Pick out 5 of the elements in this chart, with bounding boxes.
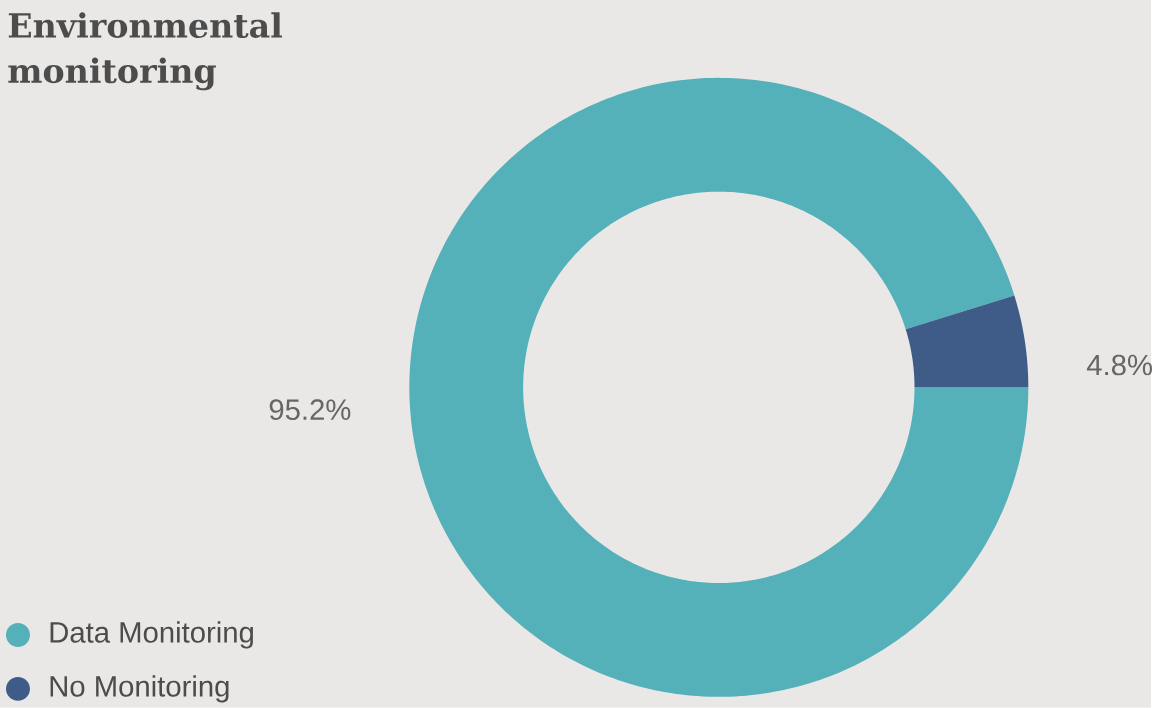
- legend-label: No Monitoring: [50, 675, 229, 703]
- data-label: 4.8%: [1086, 354, 1152, 376]
- data-label: 95.2%: [269, 399, 351, 421]
- chart-title: Environmental monitoring: [8, 12, 283, 91]
- legend-label: Data Monitoring: [50, 621, 253, 649]
